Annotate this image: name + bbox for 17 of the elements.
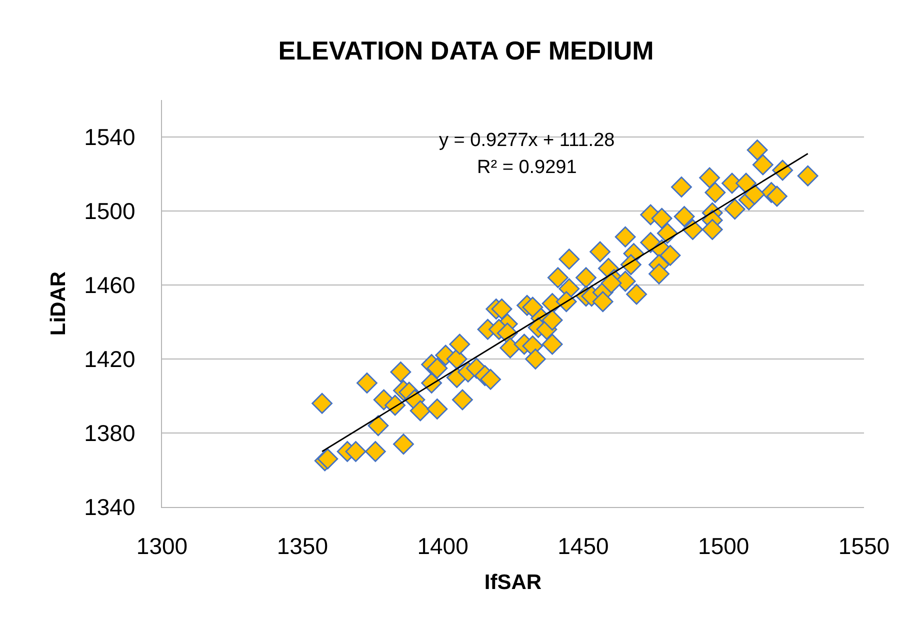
y-tick-label: 1380 <box>84 420 136 446</box>
y-tick-label: 1460 <box>84 272 136 298</box>
y-tick-label: 1420 <box>84 346 136 372</box>
x-tick-label: 1300 <box>136 532 188 559</box>
x-axis-title: IfSAR <box>484 570 542 594</box>
annotation: R² = 0.9291 <box>477 157 577 178</box>
y-tick-label: 1500 <box>84 198 136 224</box>
x-tick-label: 1450 <box>558 532 609 559</box>
x-tick-label: 1500 <box>698 532 750 559</box>
y-tick-label: 1540 <box>84 124 136 150</box>
x-tick-label: 1400 <box>417 532 468 559</box>
y-tick-label: 1340 <box>84 494 136 520</box>
x-tick-label: 1350 <box>276 532 328 559</box>
chart-title: ELEVATION DATA OF MEDIUM <box>278 35 654 66</box>
y-axis-title: LiDAR <box>47 271 70 336</box>
x-tick-label: 1550 <box>838 532 890 559</box>
annotation: y = 0.9277x + 111.28 <box>439 130 615 151</box>
